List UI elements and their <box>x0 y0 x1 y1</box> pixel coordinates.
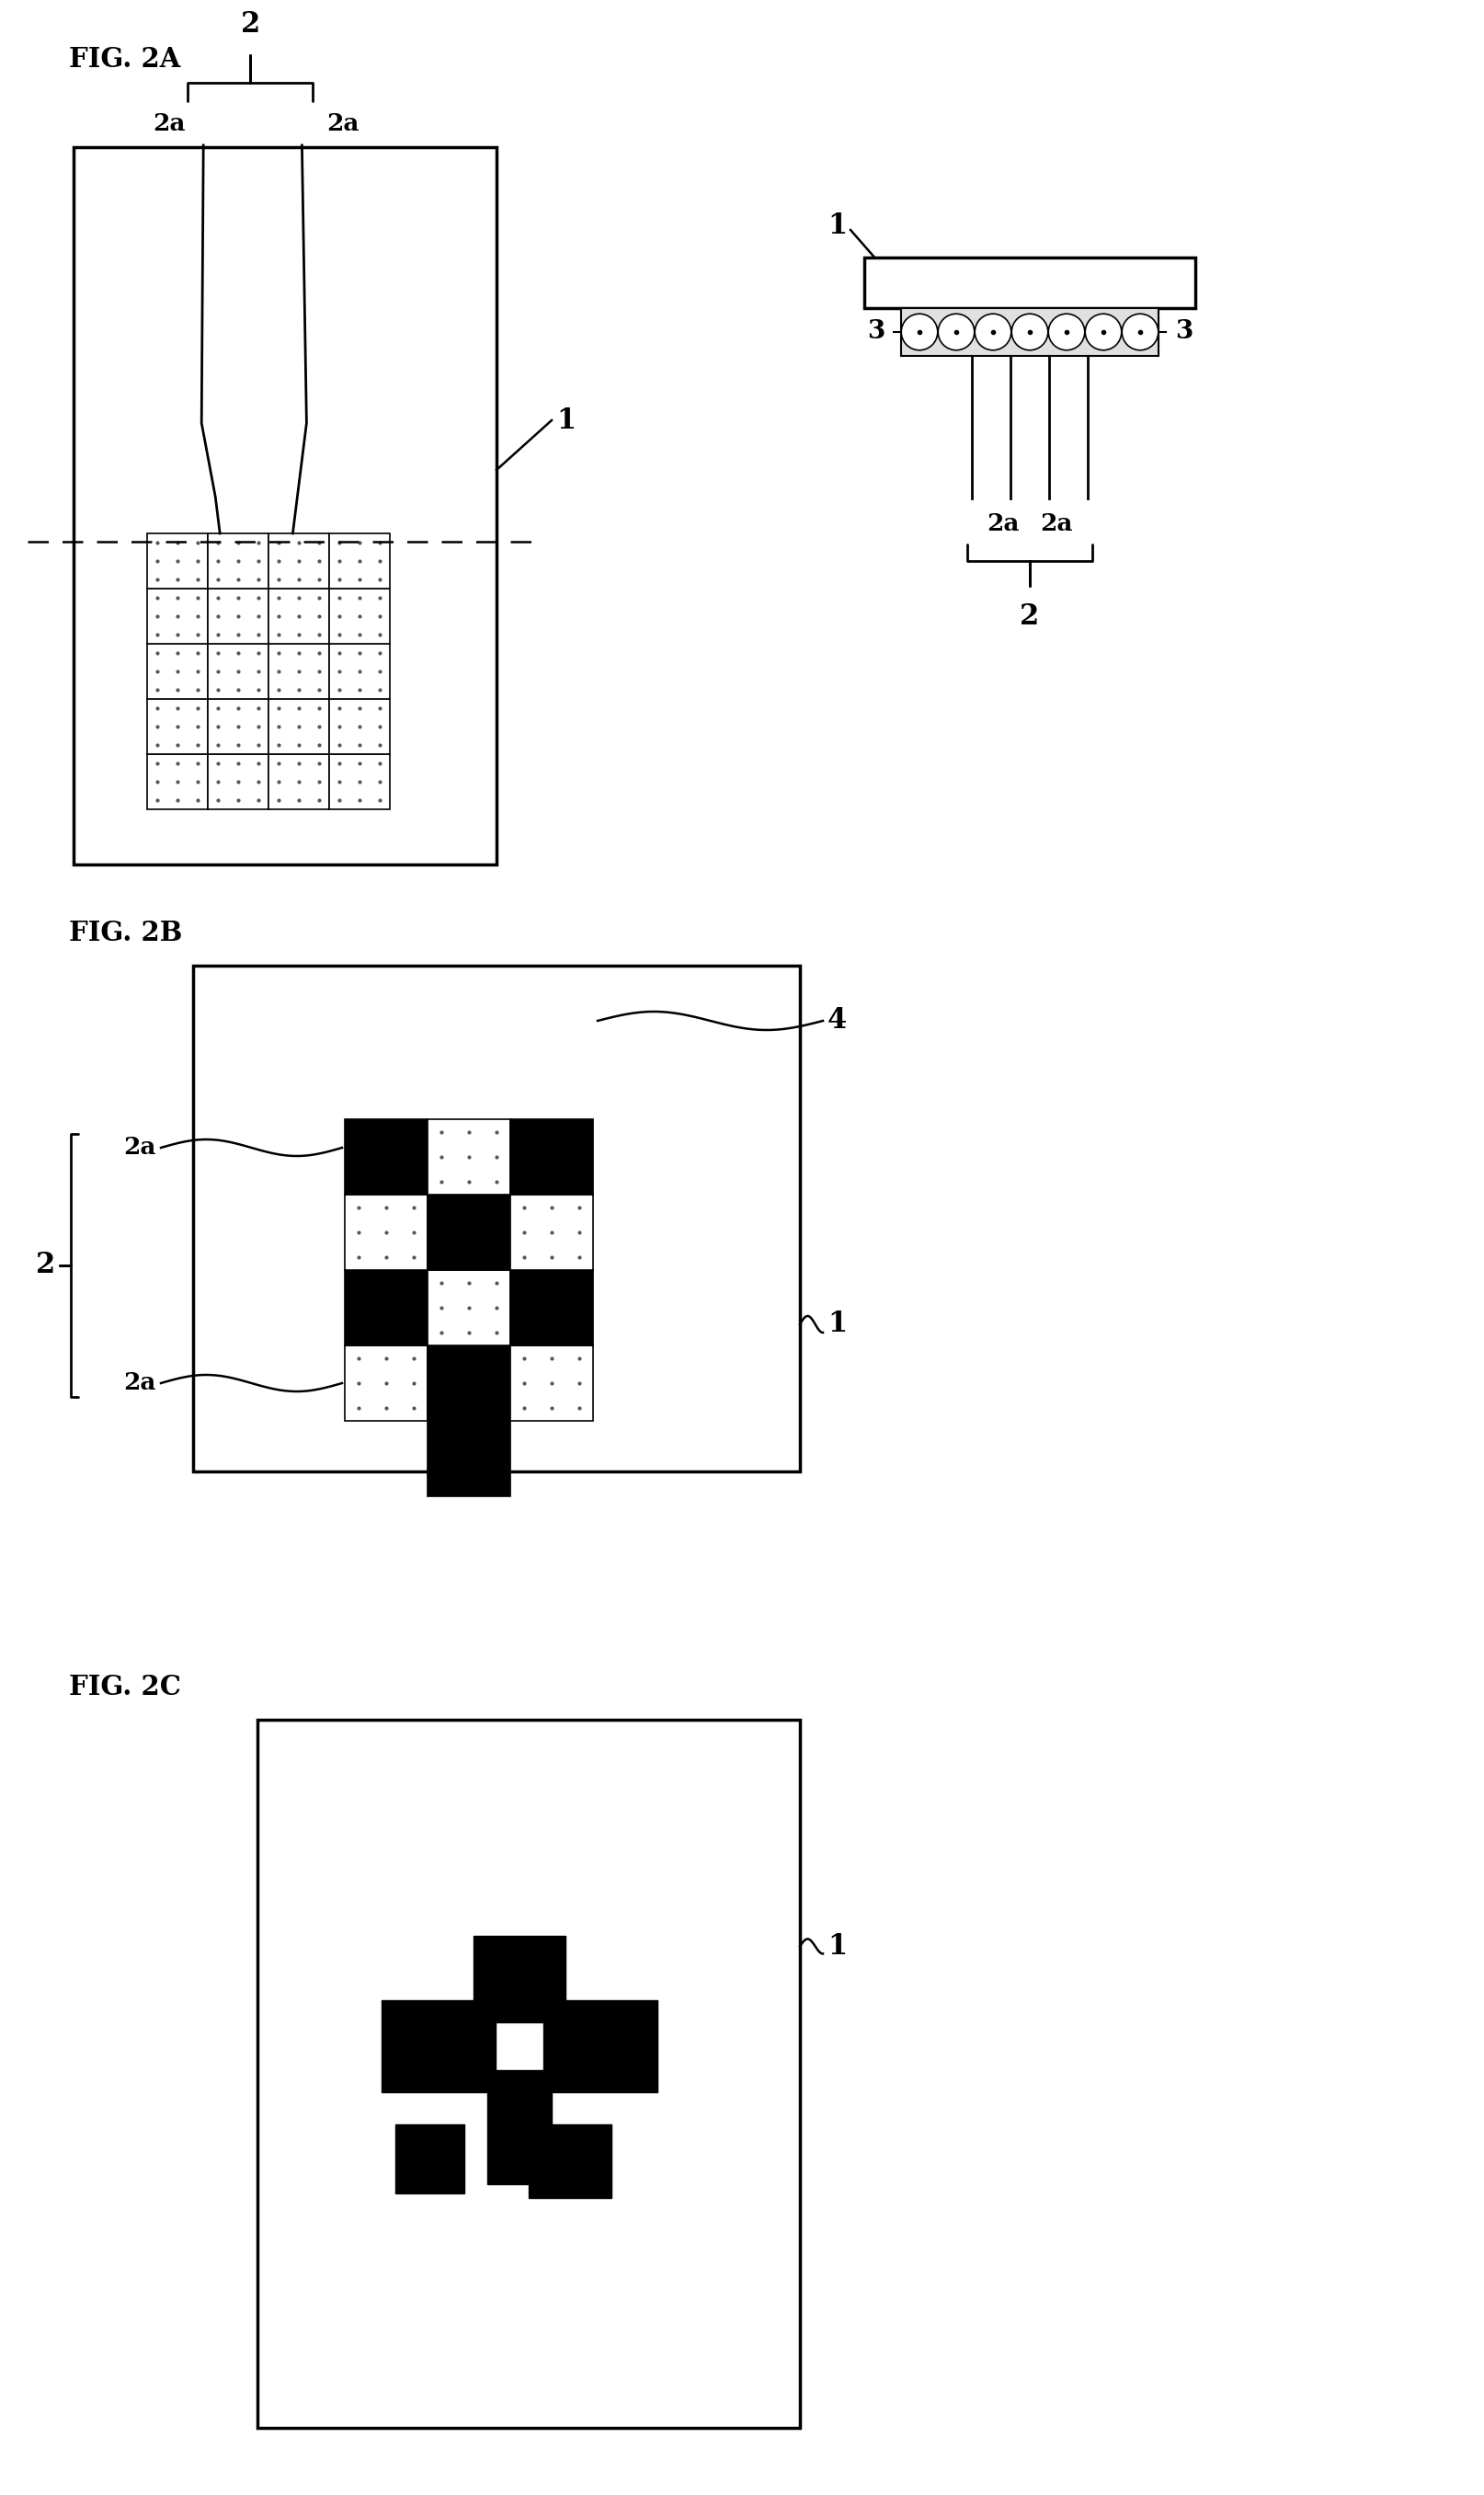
Circle shape <box>1011 314 1048 349</box>
Bar <box>257 1719 800 2428</box>
Bar <box>510 1270 592 1345</box>
Bar <box>74 147 496 863</box>
Text: 4: 4 <box>629 2036 649 2066</box>
Text: 1: 1 <box>827 1310 846 1337</box>
Bar <box>208 699 269 753</box>
Bar <box>344 1195 427 1270</box>
Bar <box>487 2093 552 2183</box>
Text: 4: 4 <box>827 1005 846 1035</box>
Text: FIG. 2C: FIG. 2C <box>68 1674 181 1702</box>
Bar <box>208 753 269 808</box>
Text: 2a: 2a <box>326 112 359 135</box>
Text: FIG. 2A: FIG. 2A <box>68 45 181 72</box>
Circle shape <box>1085 314 1120 349</box>
Bar <box>147 753 208 808</box>
Text: FIG. 2B: FIG. 2B <box>68 921 183 946</box>
Text: 1: 1 <box>827 1931 846 1961</box>
Text: 2a: 2a <box>987 511 1020 536</box>
Bar <box>329 699 390 753</box>
Bar <box>208 589 269 644</box>
Bar <box>208 534 269 589</box>
Text: 1: 1 <box>556 407 576 434</box>
Bar <box>510 1345 592 1420</box>
Bar <box>528 2123 611 2198</box>
Text: 2a: 2a <box>123 1372 156 1395</box>
Bar <box>473 1936 565 2001</box>
Circle shape <box>1048 314 1085 349</box>
Bar <box>269 589 329 644</box>
Bar <box>496 2023 543 2071</box>
Bar <box>147 699 208 753</box>
Bar <box>427 1345 510 1420</box>
Bar <box>864 257 1195 307</box>
Text: 2a: 2a <box>123 1135 156 1160</box>
Bar <box>329 534 390 589</box>
Bar <box>269 753 329 808</box>
Text: 2: 2 <box>1020 601 1039 631</box>
Bar <box>427 1270 510 1345</box>
Bar <box>269 534 329 589</box>
Circle shape <box>938 314 974 349</box>
Bar <box>329 589 390 644</box>
Bar <box>510 1195 592 1270</box>
Bar <box>901 307 1158 357</box>
Bar <box>344 1345 427 1420</box>
Circle shape <box>901 314 936 349</box>
Bar <box>344 1270 427 1345</box>
Bar <box>269 644 329 699</box>
Bar <box>344 1120 427 1195</box>
Text: 3: 3 <box>1174 319 1192 344</box>
Text: 2a: 2a <box>1039 511 1071 536</box>
Text: 3: 3 <box>867 319 884 344</box>
Bar <box>395 2123 464 2193</box>
Bar <box>147 534 208 589</box>
Text: 1: 1 <box>827 212 846 240</box>
Circle shape <box>1122 314 1158 349</box>
Text: 2a: 2a <box>153 112 186 135</box>
Bar <box>427 1195 510 1270</box>
Bar <box>208 644 269 699</box>
Bar <box>510 1120 592 1195</box>
Bar <box>381 2001 473 2093</box>
Bar <box>147 644 208 699</box>
Bar <box>329 753 390 808</box>
Bar <box>427 1120 510 1195</box>
Bar <box>147 589 208 644</box>
Bar <box>427 1420 510 1497</box>
Bar <box>473 2001 565 2093</box>
Circle shape <box>974 314 1011 349</box>
Bar <box>269 699 329 753</box>
Bar <box>565 2001 657 2093</box>
Bar <box>193 966 800 1472</box>
Text: 2: 2 <box>36 1250 55 1280</box>
Text: 2: 2 <box>240 10 260 37</box>
Bar <box>329 644 390 699</box>
